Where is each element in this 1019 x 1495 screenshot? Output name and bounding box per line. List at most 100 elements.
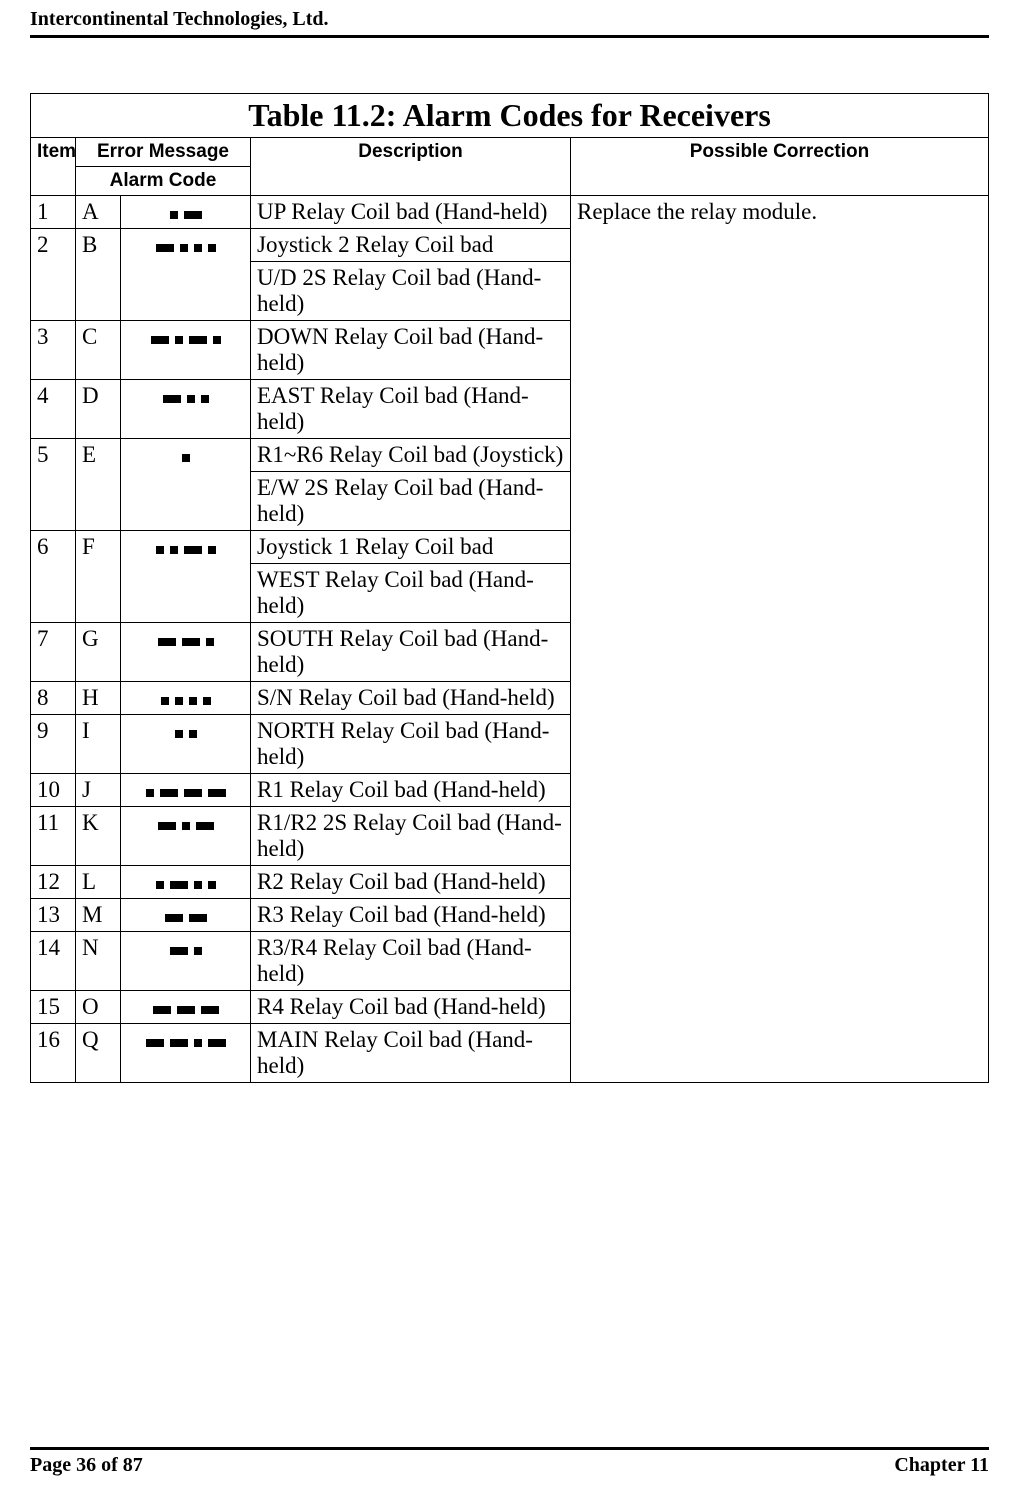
morse-dash-icon	[151, 336, 169, 344]
alarm-codes-table: Table 11.2: Alarm Codes for Receivers It…	[30, 93, 989, 1083]
cell-error-letter: J	[76, 774, 121, 807]
col-item: Item	[31, 138, 76, 196]
morse-dash-icon	[170, 1039, 188, 1047]
morse-dot-icon	[175, 730, 183, 738]
cell-error-letter: O	[76, 991, 121, 1024]
page-header: Intercontinental Technologies, Ltd.	[30, 0, 989, 38]
cell-error-letter: M	[76, 899, 121, 932]
cell-correction: Replace the relay module.	[571, 196, 989, 1083]
col-error-message: Error Message	[76, 138, 251, 167]
cell-alarm-code	[121, 866, 251, 899]
alarm-code-morse	[151, 336, 221, 344]
cell-description: R1~R6 Relay Coil bad (Joystick)	[251, 439, 571, 472]
morse-dot-icon	[208, 546, 216, 554]
cell-error-letter: B	[76, 229, 121, 321]
morse-dash-icon	[189, 914, 207, 922]
alarm-code-morse	[158, 638, 214, 646]
cell-error-letter: H	[76, 682, 121, 715]
morse-dot-icon	[194, 881, 202, 889]
morse-dash-icon	[184, 789, 202, 797]
alarm-code-morse	[156, 244, 216, 252]
morse-dash-icon	[146, 1039, 164, 1047]
morse-dot-icon	[182, 822, 190, 830]
morse-dash-icon	[158, 638, 176, 646]
cell-item: 10	[31, 774, 76, 807]
cell-item: 5	[31, 439, 76, 531]
morse-dot-icon	[189, 730, 197, 738]
cell-error-letter: G	[76, 623, 121, 682]
col-possible-correction: Possible Correction	[571, 138, 989, 196]
cell-description: E/W 2S Relay Coil bad (Hand-held)	[251, 472, 571, 531]
cell-item: 14	[31, 932, 76, 991]
cell-description: NORTH Relay Coil bad (Hand-held)	[251, 715, 571, 774]
cell-error-letter: K	[76, 807, 121, 866]
cell-error-letter: D	[76, 380, 121, 439]
morse-dash-icon	[170, 947, 188, 955]
morse-dot-icon	[175, 697, 183, 705]
morse-dash-icon	[170, 881, 188, 889]
morse-dash-icon	[160, 789, 178, 797]
alarm-code-morse	[153, 1006, 219, 1014]
cell-description: R3/R4 Relay Coil bad (Hand-held)	[251, 932, 571, 991]
cell-alarm-code	[121, 439, 251, 531]
cell-item: 6	[31, 531, 76, 623]
cell-description: U/D 2S Relay Coil bad (Hand-held)	[251, 262, 571, 321]
cell-error-letter: C	[76, 321, 121, 380]
cell-item: 11	[31, 807, 76, 866]
alarm-code-morse	[170, 211, 202, 219]
morse-dot-icon	[194, 1039, 202, 1047]
cell-description: UP Relay Coil bad (Hand-held)	[251, 196, 571, 229]
cell-error-letter: L	[76, 866, 121, 899]
cell-alarm-code	[121, 774, 251, 807]
cell-alarm-code	[121, 623, 251, 682]
morse-dash-icon	[165, 914, 183, 922]
cell-description: R3 Relay Coil bad (Hand-held)	[251, 899, 571, 932]
cell-description: R1 Relay Coil bad (Hand-held)	[251, 774, 571, 807]
morse-dash-icon	[182, 638, 200, 646]
cell-item: 2	[31, 229, 76, 321]
morse-dot-icon	[189, 697, 197, 705]
cell-item: 4	[31, 380, 76, 439]
cell-description: R2 Relay Coil bad (Hand-held)	[251, 866, 571, 899]
cell-description: WEST Relay Coil bad (Hand-held)	[251, 564, 571, 623]
morse-dot-icon	[182, 454, 190, 462]
morse-dot-icon	[201, 395, 209, 403]
morse-dot-icon	[170, 211, 178, 219]
cell-description: SOUTH Relay Coil bad (Hand-held)	[251, 623, 571, 682]
cell-description: DOWN Relay Coil bad (Hand-held)	[251, 321, 571, 380]
morse-dash-icon	[208, 789, 226, 797]
footer-chapter: Chapter 11	[894, 1454, 989, 1477]
alarm-code-morse	[175, 730, 197, 738]
cell-alarm-code	[121, 196, 251, 229]
cell-alarm-code	[121, 229, 251, 321]
cell-description: S/N Relay Coil bad (Hand-held)	[251, 682, 571, 715]
cell-error-letter: I	[76, 715, 121, 774]
morse-dot-icon	[206, 638, 214, 646]
morse-dot-icon	[194, 947, 202, 955]
alarm-code-morse	[161, 697, 211, 705]
alarm-code-morse	[170, 947, 202, 955]
cell-alarm-code	[121, 682, 251, 715]
cell-alarm-code	[121, 380, 251, 439]
cell-item: 13	[31, 899, 76, 932]
cell-alarm-code	[121, 899, 251, 932]
morse-dot-icon	[208, 244, 216, 252]
alarm-code-morse	[146, 1039, 226, 1047]
morse-dash-icon	[189, 336, 207, 344]
alarm-code-morse	[182, 454, 190, 462]
cell-description: MAIN Relay Coil bad (Hand-held)	[251, 1024, 571, 1083]
cell-item: 8	[31, 682, 76, 715]
cell-error-letter: A	[76, 196, 121, 229]
morse-dash-icon	[153, 1006, 171, 1014]
morse-dot-icon	[170, 546, 178, 554]
morse-dash-icon	[156, 244, 174, 252]
morse-dash-icon	[184, 546, 202, 554]
page-footer: Page 36 of 87 Chapter 11	[30, 1447, 989, 1477]
alarm-code-morse	[163, 395, 209, 403]
cell-alarm-code	[121, 807, 251, 866]
cell-alarm-code	[121, 991, 251, 1024]
cell-item: 16	[31, 1024, 76, 1083]
cell-description: R4 Relay Coil bad (Hand-held)	[251, 991, 571, 1024]
morse-dash-icon	[177, 1006, 195, 1014]
morse-dot-icon	[146, 789, 154, 797]
